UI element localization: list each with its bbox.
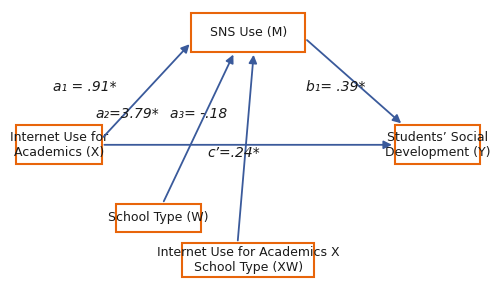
- Text: c’=.24*: c’=.24*: [208, 146, 260, 160]
- Text: a₂=3.79*: a₂=3.79*: [96, 107, 160, 121]
- FancyBboxPatch shape: [182, 243, 314, 277]
- FancyBboxPatch shape: [116, 204, 201, 232]
- Text: Internet Use for
Academics (X): Internet Use for Academics (X): [10, 131, 108, 159]
- Text: SNS Use (M): SNS Use (M): [210, 26, 287, 39]
- FancyBboxPatch shape: [192, 12, 305, 52]
- Text: a₁ = .91*: a₁ = .91*: [53, 80, 117, 94]
- FancyBboxPatch shape: [16, 125, 102, 164]
- Text: b₁= .39*: b₁= .39*: [306, 80, 366, 94]
- FancyBboxPatch shape: [395, 125, 480, 164]
- Text: Students’ Social
Development (Y): Students’ Social Development (Y): [384, 131, 490, 159]
- Text: School Type (W): School Type (W): [108, 211, 208, 224]
- Text: a₃= -.18: a₃= -.18: [170, 107, 227, 121]
- Text: Internet Use for Academics X
School Type (XW): Internet Use for Academics X School Type…: [157, 246, 340, 274]
